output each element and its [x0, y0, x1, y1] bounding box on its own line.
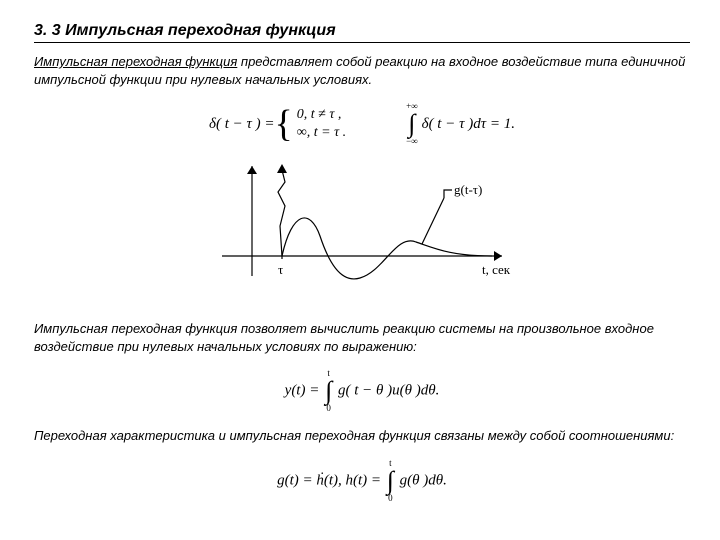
impulse-response-chart: τ t, сек g(t-τ) [34, 156, 690, 306]
conv-body: g( t − θ )u(θ )dθ. [338, 383, 439, 399]
conv-lower: 0 [326, 404, 331, 413]
delta-lhs: δ( t − τ ) = [209, 116, 275, 133]
delta-int-lower: −∞ [406, 137, 418, 146]
integral-sign-icon: ∫ [325, 378, 332, 404]
delta-brace: { [275, 105, 293, 143]
delta-integral: +∞ ∫ −∞ δ( t − τ )dτ = 1. [406, 102, 515, 146]
page-title: 3. 3 Импульсная переходная функция [34, 22, 690, 40]
delta-case2: ∞, t = τ . [297, 125, 346, 141]
convolution-formula: y(t) = t ∫ 0 g( t − θ )u(θ )dθ. [34, 369, 690, 413]
title-underline [34, 42, 690, 43]
svg-text:t, сек: t, сек [482, 262, 511, 277]
delta-definition: δ( t − τ ) = { 0, t ≠ τ , ∞, t = τ . [209, 105, 346, 143]
integral-sign-icon: ∫ [408, 111, 415, 137]
paragraph-2: Импульсная переходная функция позволяет … [34, 320, 690, 355]
delta-formula-row: δ( t − τ ) = { 0, t ≠ τ , ∞, t = τ . +∞ … [34, 102, 690, 146]
intro-emphasis: Импульсная переходная функция [34, 54, 237, 69]
rel-part1: g(t) = ḣ(t), h(t) = [277, 472, 381, 488]
svg-text:g(t-τ): g(t-τ) [454, 182, 482, 197]
delta-case1: 0, t ≠ τ , [297, 107, 346, 123]
rel-body: g(θ )dθ. [400, 472, 447, 488]
rel-lower: 0 [388, 494, 393, 503]
paragraph-3: Переходная характеристика и импульсная п… [34, 427, 690, 445]
integral-sign-icon: ∫ [387, 468, 394, 494]
svg-text:τ: τ [278, 262, 283, 277]
intro-paragraph: Импульсная переходная функция представля… [34, 53, 690, 88]
delta-int-body: δ( t − τ )dτ = 1. [422, 116, 515, 133]
relation-formula: g(t) = ḣ(t), h(t) = t ∫ 0 g(θ )dθ. [34, 459, 690, 503]
conv-lhs: y(t) = [285, 383, 320, 399]
